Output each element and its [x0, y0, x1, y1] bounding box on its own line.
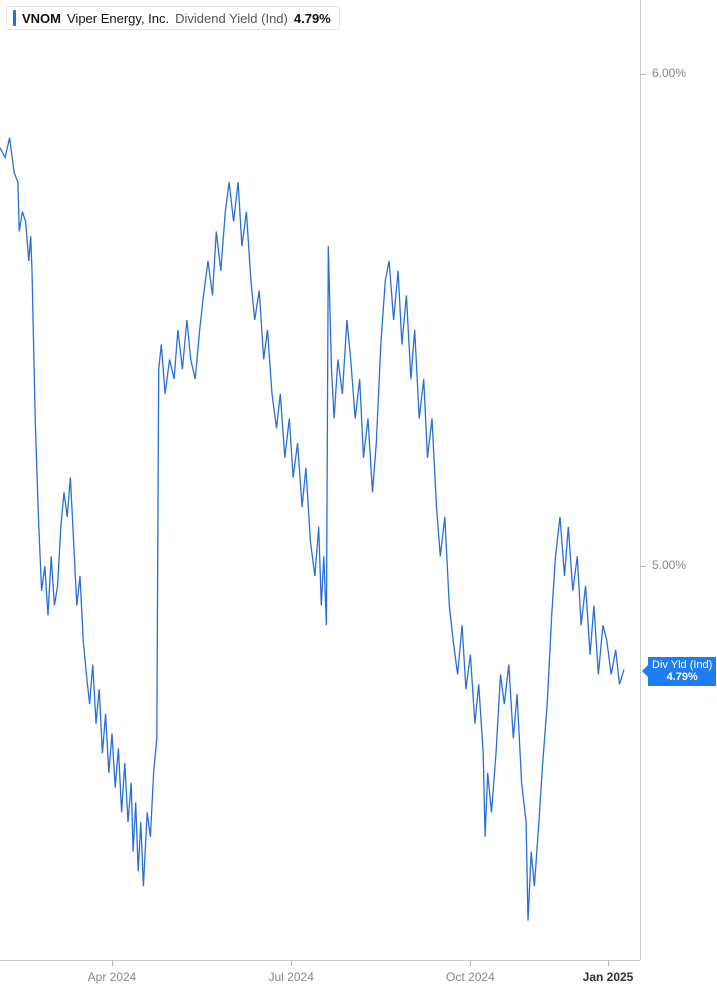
y-axis-line — [640, 0, 641, 960]
chart-legend[interactable]: VNOM Viper Energy, Inc. Dividend Yield (… — [6, 6, 340, 30]
flag-value: 4.79% — [652, 671, 712, 684]
x-tick-label: Jul 2024 — [269, 970, 314, 984]
x-tick-label: Oct 2024 — [446, 970, 495, 984]
chart-plot-area[interactable] — [0, 0, 640, 960]
y-tick-mark — [640, 74, 646, 75]
legend-metric: Dividend Yield (Ind) — [175, 11, 288, 26]
legend-company-name: Viper Energy, Inc. — [67, 11, 169, 26]
flag-label: Div Yld (Ind) — [652, 659, 712, 672]
x-tick-mark — [291, 960, 292, 966]
y-tick-label: 6.00% — [652, 66, 686, 80]
chart-root: VNOM Viper Energy, Inc. Dividend Yield (… — [0, 0, 717, 1005]
legend-ticker: VNOM — [22, 11, 61, 26]
x-axis-line — [0, 960, 640, 961]
legend-color-bar — [13, 10, 16, 26]
x-tick-mark — [608, 960, 609, 966]
x-tick-mark — [470, 960, 471, 966]
x-tick-label: Apr 2024 — [88, 970, 137, 984]
y-tick-label: 5.00% — [652, 558, 686, 572]
line-series — [0, 138, 624, 921]
y-tick-mark — [640, 566, 646, 567]
x-tick-label: Jan 2025 — [583, 970, 634, 984]
legend-value: 4.79% — [294, 11, 331, 26]
x-tick-mark — [112, 960, 113, 966]
last-value-flag: Div Yld (Ind) 4.79% — [648, 657, 716, 686]
